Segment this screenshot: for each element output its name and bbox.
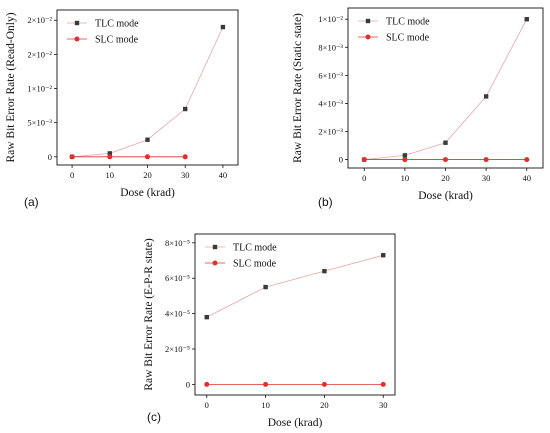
x-tick-label: 0 <box>205 400 209 410</box>
y-tick-label: 6×10⁻⁵ <box>165 273 190 283</box>
x-tick-label: 0 <box>362 173 366 183</box>
chart-panel-a: 0 10 20 30 40 0 5×10⁻³ 1×10⁻² 2×10⁻² 2×10⁻² Dose (… <box>0 0 280 200</box>
data-point-slc <box>70 154 75 159</box>
legend-label: TLC mode <box>386 17 430 28</box>
x-tick-label: 30 <box>181 170 190 180</box>
x-axis-title: Dose (krad) <box>268 417 323 429</box>
x-axis-title: Dose (krad) <box>120 187 175 199</box>
y-tick-label: 8×10⁻³ <box>318 42 343 52</box>
x-tick-label: 20 <box>143 170 152 180</box>
x-tick-label: 10 <box>401 173 410 183</box>
data-point-slc <box>183 154 188 159</box>
y-tick-label: 6×10⁻³ <box>318 70 343 80</box>
data-point-slc <box>263 382 268 387</box>
y-tick-label: 1×10⁻² <box>318 14 343 24</box>
y-tick-label: 2×10⁻² <box>27 15 52 25</box>
data-point-slc <box>381 382 386 387</box>
data-point-tlc <box>205 315 209 319</box>
x-tick-label: 10 <box>106 170 115 180</box>
x-tick-label: 10 <box>261 400 270 410</box>
data-point-tlc <box>263 285 267 289</box>
y-tick-label: 1×10⁻² <box>27 84 52 94</box>
y-tick-label: 2×10⁻³ <box>318 127 343 137</box>
y-tick-label: 0 <box>339 155 343 165</box>
chart-panel-b: 0 10 20 30 40 0 2×10⁻³ 4×10⁻³ 6×10⁻³ 8×10⁻³ 1×10⁻²… <box>285 0 550 200</box>
data-point-tlc <box>145 138 149 142</box>
panel-label-a: (a) <box>24 195 39 209</box>
legend-marker-slc <box>75 37 80 42</box>
data-point-slc <box>107 154 112 159</box>
x-tick-label: 30 <box>379 400 388 410</box>
data-point-slc <box>145 154 150 159</box>
legend-label: SLC mode <box>95 35 139 46</box>
legend-label: SLC mode <box>386 33 430 44</box>
legend-marker-slc <box>366 35 371 40</box>
data-point-tlc <box>443 141 447 145</box>
legend-label: SLC mode <box>233 259 277 270</box>
data-point-slc <box>443 157 448 162</box>
x-axis-title: Dose (krad) <box>418 190 473 202</box>
data-point-slc <box>362 157 367 162</box>
y-axis-title: Raw Bit Error Rate (E-P-R state) <box>143 238 155 391</box>
data-point-tlc <box>525 17 529 21</box>
data-point-tlc <box>381 253 385 257</box>
x-tick-label: 40 <box>523 173 532 183</box>
legend-marker-tlc <box>366 19 370 23</box>
data-point-slc <box>524 157 529 162</box>
legend-marker-tlc <box>75 21 79 25</box>
data-point-tlc <box>322 269 326 273</box>
data-point-tlc <box>403 153 407 157</box>
data-point-slc <box>402 157 407 162</box>
data-point-tlc <box>183 107 187 111</box>
x-tick-label: 40 <box>219 170 228 180</box>
data-point-slc <box>204 382 209 387</box>
legend-label: TLC mode <box>95 19 139 30</box>
y-tick-label: 5×10⁻³ <box>27 118 52 128</box>
plot-frame <box>195 234 395 395</box>
legend-marker-tlc <box>213 245 217 249</box>
y-tick-label: 0 <box>186 379 190 389</box>
chart-panel-c: 0 10 20 30 0 2×10⁻⁵ 4×10⁻⁵ 6×10⁻⁵ 8×10⁻⁵ Dose (kr… <box>135 222 410 432</box>
panel-label-b: (b) <box>318 195 333 209</box>
legend-marker-slc <box>213 261 218 266</box>
panel-label-c: (c) <box>147 410 161 424</box>
legend-label: TLC mode <box>233 243 277 254</box>
data-point-tlc <box>484 94 488 98</box>
y-axis-title: Raw Bit Error Rate (Read-Only) <box>5 12 17 162</box>
y-tick-label: 2×10⁻² <box>27 49 52 59</box>
data-point-slc <box>322 382 327 387</box>
x-tick-label: 0 <box>70 170 74 180</box>
x-tick-label: 30 <box>482 173 491 183</box>
y-tick-label: 4×10⁻⁵ <box>165 309 190 319</box>
y-tick-label: 4×10⁻³ <box>318 98 343 108</box>
y-tick-label: 0 <box>48 152 52 162</box>
data-point-tlc <box>221 25 225 29</box>
x-tick-label: 20 <box>320 400 329 410</box>
series-line-tlc <box>72 27 223 157</box>
x-tick-label: 20 <box>441 173 450 183</box>
data-point-slc <box>484 157 489 162</box>
y-tick-label: 2×10⁻⁵ <box>165 344 190 354</box>
y-axis-title: Raw Bit Error Rate (Static state) <box>292 13 304 163</box>
y-tick-label: 8×10⁻⁵ <box>165 238 190 248</box>
